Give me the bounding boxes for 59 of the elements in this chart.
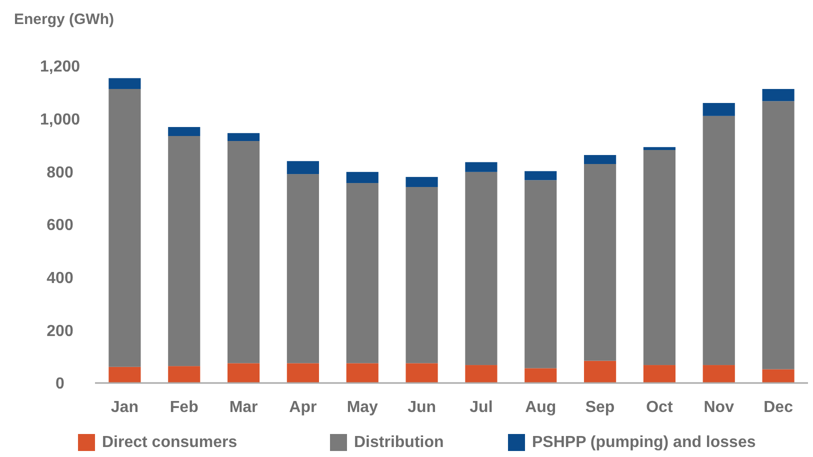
bar — [168, 136, 200, 366]
bar — [346, 363, 378, 383]
legend-label: PSHPP (pumping) and losses — [532, 434, 756, 451]
bar — [168, 366, 200, 383]
bar — [702, 116, 735, 366]
bar — [584, 360, 616, 383]
bar — [108, 88, 141, 367]
y-axis-title: Energy (GWh) — [14, 11, 114, 28]
bar — [762, 101, 794, 370]
bar — [465, 172, 498, 366]
legend-label: Distribution — [354, 434, 444, 451]
bar — [228, 363, 260, 383]
bar — [168, 127, 200, 136]
bar — [584, 164, 616, 361]
bar — [465, 365, 498, 383]
bar — [228, 133, 260, 142]
bar — [702, 102, 735, 116]
bar — [406, 186, 438, 364]
bar — [643, 150, 676, 366]
bar — [524, 368, 557, 383]
bar — [346, 172, 378, 184]
bar — [286, 363, 319, 383]
x-tick-label: Jun — [408, 399, 436, 416]
bar — [524, 180, 557, 368]
bar — [465, 162, 498, 172]
bar — [108, 78, 141, 89]
bar — [762, 88, 794, 102]
bar — [286, 161, 319, 174]
bar — [406, 176, 438, 187]
y-tick-label: 1,200 — [40, 58, 80, 76]
x-tick-label: May — [346, 399, 378, 416]
x-tick-label: Nov — [704, 399, 734, 416]
bar — [346, 183, 378, 364]
x-tick-label: Jan — [110, 399, 138, 416]
y-tick-label: 800 — [46, 164, 74, 182]
bar — [286, 174, 319, 364]
bar — [702, 365, 735, 383]
y-tick-label: 1,000 — [40, 111, 80, 128]
legend-label: Direct consumers — [102, 434, 238, 451]
x-tick-label: Mar — [229, 399, 258, 416]
x-tick-label: Sep — [585, 399, 615, 416]
x-tick-label: Jul — [470, 399, 493, 416]
y-tick-label: 200 — [46, 322, 74, 340]
x-tick-label: Oct — [646, 399, 674, 416]
x-tick-label: Dec — [764, 399, 794, 416]
x-tick-label: Apr — [289, 399, 317, 416]
bar — [584, 155, 616, 164]
y-tick-label: 0 — [56, 376, 65, 393]
bar — [406, 363, 438, 383]
bar — [108, 366, 141, 383]
bar — [228, 141, 260, 364]
y-tick-label: 600 — [46, 217, 74, 234]
y-tick-label: 400 — [46, 270, 74, 287]
bar — [643, 365, 676, 383]
x-tick-label: Feb — [170, 399, 199, 416]
x-tick-label: Aug — [525, 399, 556, 416]
bar — [762, 369, 794, 383]
bar — [524, 171, 557, 180]
bar — [643, 147, 676, 150]
